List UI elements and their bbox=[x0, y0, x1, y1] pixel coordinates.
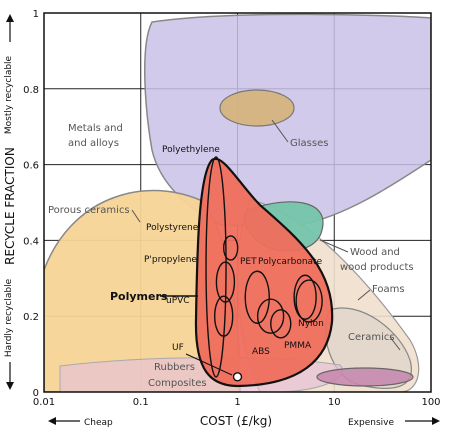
family-label-composites: Composites bbox=[148, 378, 207, 389]
y-tick-label: 0.8 bbox=[23, 85, 39, 96]
uf-leader-line bbox=[185, 353, 233, 376]
material-point-upvc bbox=[213, 295, 234, 337]
material-point-p-propylene bbox=[215, 261, 236, 303]
y-top-end-label: Mostly recyclable bbox=[4, 55, 14, 134]
x-axis-title: COST (£/kg) bbox=[200, 414, 272, 428]
plot-frame bbox=[43, 12, 432, 393]
y-tick-label: 0.4 bbox=[23, 236, 39, 247]
x-tick-labels: 0.01 0.1 1 10 100 bbox=[33, 397, 441, 408]
family-label-metals-line1: Metals and bbox=[68, 123, 123, 134]
material-point-pmma bbox=[270, 309, 292, 339]
material-point-polyethylene bbox=[205, 156, 227, 378]
material-label-polystyrene: Polystyrene bbox=[146, 223, 199, 233]
materials bbox=[205, 156, 323, 382]
glasses-leader-line bbox=[271, 119, 289, 143]
material-label-pet: PET bbox=[240, 257, 257, 267]
y-bottom-end-label: Hardly recyclable bbox=[4, 278, 14, 357]
y-tick-label: 0 bbox=[33, 388, 39, 399]
x-right-end-label: Expensive bbox=[348, 418, 394, 428]
foams-leader-line bbox=[357, 289, 371, 301]
material-point-nylon bbox=[295, 279, 323, 323]
material-label-polycarbonate: Polycarbonate bbox=[258, 257, 323, 267]
y-tick-label: 0.2 bbox=[23, 312, 39, 323]
wood-leader-line bbox=[319, 239, 349, 253]
material-point-polystyrene bbox=[222, 235, 239, 261]
y-tick-label: 0.6 bbox=[23, 161, 39, 172]
material-point-polycarbonate bbox=[293, 274, 317, 320]
material-label-pmma: PMMA bbox=[284, 341, 312, 351]
family-label-foams: Foams bbox=[372, 284, 405, 295]
ceramics-leader-line bbox=[389, 336, 401, 351]
y-tick-labels: 0 0.2 0.4 0.6 0.8 1 bbox=[23, 9, 39, 399]
family-label-wood-line1: Wood and bbox=[350, 247, 400, 258]
porous-leader-line bbox=[131, 209, 141, 223]
family-label-glasses: Glasses bbox=[290, 138, 328, 149]
y-top-arrowhead-icon bbox=[6, 14, 14, 22]
y-axis-title: RECYCLE FRACTION bbox=[3, 147, 17, 265]
material-point-pet bbox=[244, 270, 270, 324]
family-label-porous-ceramics: Porous ceramics bbox=[48, 205, 130, 216]
y-bottom-arrowhead-icon bbox=[6, 382, 14, 390]
x-tick-label: 100 bbox=[421, 397, 440, 408]
x-tick-label: 10 bbox=[328, 397, 341, 408]
x-left-end-label: Cheap bbox=[84, 418, 113, 428]
y-tick-label: 1 bbox=[33, 9, 39, 20]
composites-bubble bbox=[316, 367, 414, 387]
x-left-arrowhead-icon bbox=[48, 417, 56, 425]
material-label-ppropylene: P'propylene bbox=[144, 255, 197, 265]
material-label-abs: ABS bbox=[252, 347, 270, 357]
x-right-arrowhead-icon bbox=[432, 417, 440, 425]
x-tick-label: 0.01 bbox=[33, 397, 55, 408]
family-label-wood-line2: wood products bbox=[340, 262, 414, 273]
x-tick-label: 0.1 bbox=[133, 397, 149, 408]
material-label-upvc: uPVC bbox=[166, 296, 190, 306]
material-label-polyethylene: Polyethylene bbox=[162, 145, 220, 155]
material-point-uf bbox=[232, 372, 243, 382]
material-point-abs bbox=[256, 298, 285, 334]
family-label-ceramics: Ceramics bbox=[348, 332, 395, 343]
material-label-nylon: Nylon bbox=[298, 319, 324, 329]
x-tick-label: 1 bbox=[234, 397, 240, 408]
family-label-metals-line2: and alloys bbox=[68, 138, 119, 149]
material-label-uf: UF bbox=[172, 343, 184, 353]
glasses-bubble bbox=[219, 89, 295, 127]
family-label-polymers: Polymers bbox=[110, 290, 168, 303]
family-label-rubbers: Rubbers bbox=[154, 362, 195, 373]
